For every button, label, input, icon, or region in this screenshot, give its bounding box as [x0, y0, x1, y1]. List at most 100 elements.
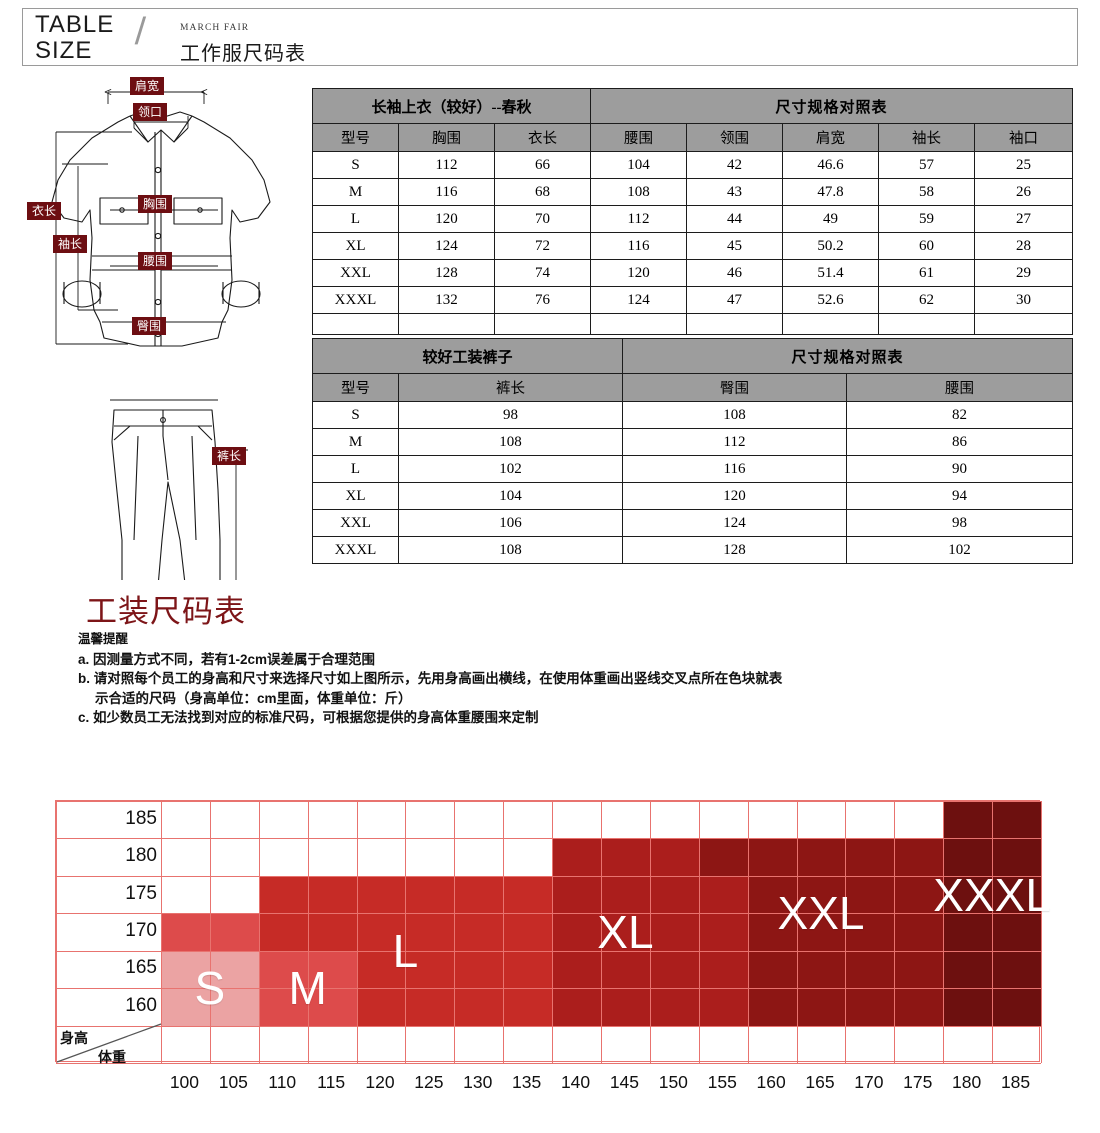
heatmap-cell-xxl	[747, 838, 798, 877]
heatmap-cell-s	[209, 988, 260, 1027]
heatmap-cell-xxl	[796, 875, 847, 914]
heatmap-cell-l	[307, 875, 358, 914]
heatmap-cell-xl	[552, 950, 602, 989]
cell-value: 82	[846, 401, 1074, 429]
table-row: XL 124 72 116 45 50.2 60 28	[312, 232, 1074, 260]
grid-line-vertical	[356, 801, 358, 1063]
heatmap-cell-xl	[552, 838, 602, 877]
heatmap-cell-xxl	[747, 950, 798, 989]
heatmap-x-tick: 130	[463, 1072, 493, 1092]
cell-value: 51.4	[782, 259, 880, 287]
cell-value: 46.6	[782, 151, 880, 179]
cell-value: 76	[493, 286, 592, 314]
grid-line-vertical	[56, 801, 57, 1063]
pants-table-head: 较好工装裤子 尺寸规格对照表 型号 裤长 臀围 腰围	[311, 338, 1074, 402]
jacket-col-sleeve: 袖长	[878, 123, 976, 152]
grid-line-horizontal	[56, 1063, 1041, 1064]
grid-line-vertical	[894, 801, 896, 1063]
heatmap-x-tick: 140	[560, 1072, 591, 1092]
heatmap-cell-xxl	[845, 838, 895, 877]
heatmap-x-tick: 135	[512, 1072, 542, 1092]
heatmap-cell-xxxl	[992, 875, 1042, 914]
heatmap-cell-xl	[649, 988, 700, 1027]
cell-value: 90	[846, 455, 1074, 483]
header-banner: TABLE SIZE / MARCH FAIR 工作服尺码表	[22, 8, 1078, 66]
cell-size: S	[312, 401, 399, 429]
cell-value: 57	[878, 151, 976, 179]
cell-value: 28	[974, 232, 1074, 260]
cell-value: 30	[974, 286, 1074, 314]
heatmap-x-tick: 105	[218, 1072, 248, 1092]
pants-col-model: 型号	[312, 373, 399, 402]
grid-line-vertical	[796, 801, 798, 1063]
heatmap-cell-xxxl	[943, 950, 993, 989]
heatmap-cell-xxl	[747, 913, 798, 952]
cell-value: 124	[590, 286, 688, 314]
heatmap-cell-l	[405, 913, 455, 952]
cell-value: 74	[493, 259, 592, 287]
cell-value: 112	[622, 428, 848, 456]
heatmap-cell-xxxl	[992, 838, 1042, 877]
cell-value: 106	[397, 509, 624, 537]
cell-value: 128	[398, 259, 495, 287]
heatmap-cell-xxxl	[943, 838, 993, 877]
heatmap-x-tick: 100	[169, 1072, 200, 1092]
heatmap-cell-xxl	[894, 913, 944, 952]
heatmap-cell-l	[356, 988, 407, 1027]
grid-line-vertical	[1041, 801, 1042, 1063]
heatmap-cell-m	[258, 950, 309, 989]
grid-line-vertical	[503, 801, 505, 1063]
note-item-c: c. 如少数员工无法找到对应的标准尺码，可根据您提供的身高体重腰围来定制	[78, 710, 539, 725]
heatmap-cell-xxxl	[943, 913, 993, 952]
grid-line-horizontal	[56, 1025, 1041, 1027]
heatmap-size-label-xxxl: XXXL	[933, 868, 1051, 921]
grid-line-vertical	[307, 801, 309, 1063]
cell-value: 108	[397, 428, 624, 456]
heatmap-x-tick: 125	[414, 1072, 444, 1092]
cell-value: 112	[398, 151, 495, 179]
cell-size: XXXL	[312, 286, 399, 314]
heatmap-cell-xxxl	[943, 875, 993, 914]
pants-table-body: S 98 108 82 M 108 112 86 L 102 116 90 XL…	[312, 401, 1074, 564]
table-row: S 112 66 104 42 46.6 57 25	[312, 151, 1074, 179]
heatmap-cell-xl	[552, 988, 602, 1027]
heatmap-x-tick: 115	[317, 1072, 346, 1092]
heatmap-x-tick: 180	[952, 1072, 982, 1092]
note-item-b-cont: 示合适的尺码（身高单位：cm里面，体重单位：斤）	[95, 690, 412, 706]
heatmap-x-tick: 155	[707, 1072, 737, 1092]
grid-line-horizontal	[56, 988, 1041, 990]
heatmap-cell-l	[405, 988, 455, 1027]
grid-line-vertical	[454, 801, 456, 1063]
pants-band-center: 尺寸规格对照表	[622, 338, 1074, 374]
grid-line-horizontal	[56, 875, 1041, 877]
jacket-col-model: 型号	[312, 123, 399, 152]
heatmap-x-tick: 170	[854, 1072, 884, 1092]
axis-label-height: 身高	[60, 1030, 88, 1046]
cell-value: 128	[622, 536, 848, 564]
callout-waist: 腰围	[138, 252, 173, 270]
notes-title: 温馨提醒	[78, 632, 129, 646]
cell-value: 66	[493, 151, 592, 179]
heatmap-cell-l	[454, 913, 504, 952]
heatmap-y-tick: 160	[125, 994, 157, 1016]
heatmap-grid: 185 180 175 170 165 160 S M L XL XXL XXXL	[55, 800, 1051, 1064]
pants-col-hip: 臀围	[622, 373, 848, 402]
heatmap-cell-s	[161, 950, 211, 989]
heatmap-cell-s	[209, 950, 260, 989]
heatmap-cell-l	[454, 950, 504, 989]
garment-illustration: 肩宽 领口 胸围 衣长 袖长 腰围 臀围 裤长	[22, 70, 302, 611]
heatmap-cell-xxxl	[943, 801, 993, 840]
heatmap-size-label-l: L	[392, 924, 419, 977]
cell-value: 44	[686, 205, 784, 233]
table-row: M 116 68 108 43 47.8 58 26	[312, 178, 1074, 206]
heatmap-cell-xxxl	[992, 913, 1042, 952]
grid-line-vertical	[209, 801, 211, 1063]
cell-value: 132	[398, 286, 495, 314]
heatmap-cell-xxl	[747, 988, 798, 1027]
heatmap-cell-l	[356, 950, 407, 989]
grid-line-vertical	[161, 801, 162, 1063]
jacket-col-length: 衣长	[493, 123, 592, 152]
heatmap-cell-l	[356, 875, 407, 914]
grid-line-vertical	[601, 801, 602, 1063]
table-row: M 108 112 86	[312, 428, 1074, 456]
